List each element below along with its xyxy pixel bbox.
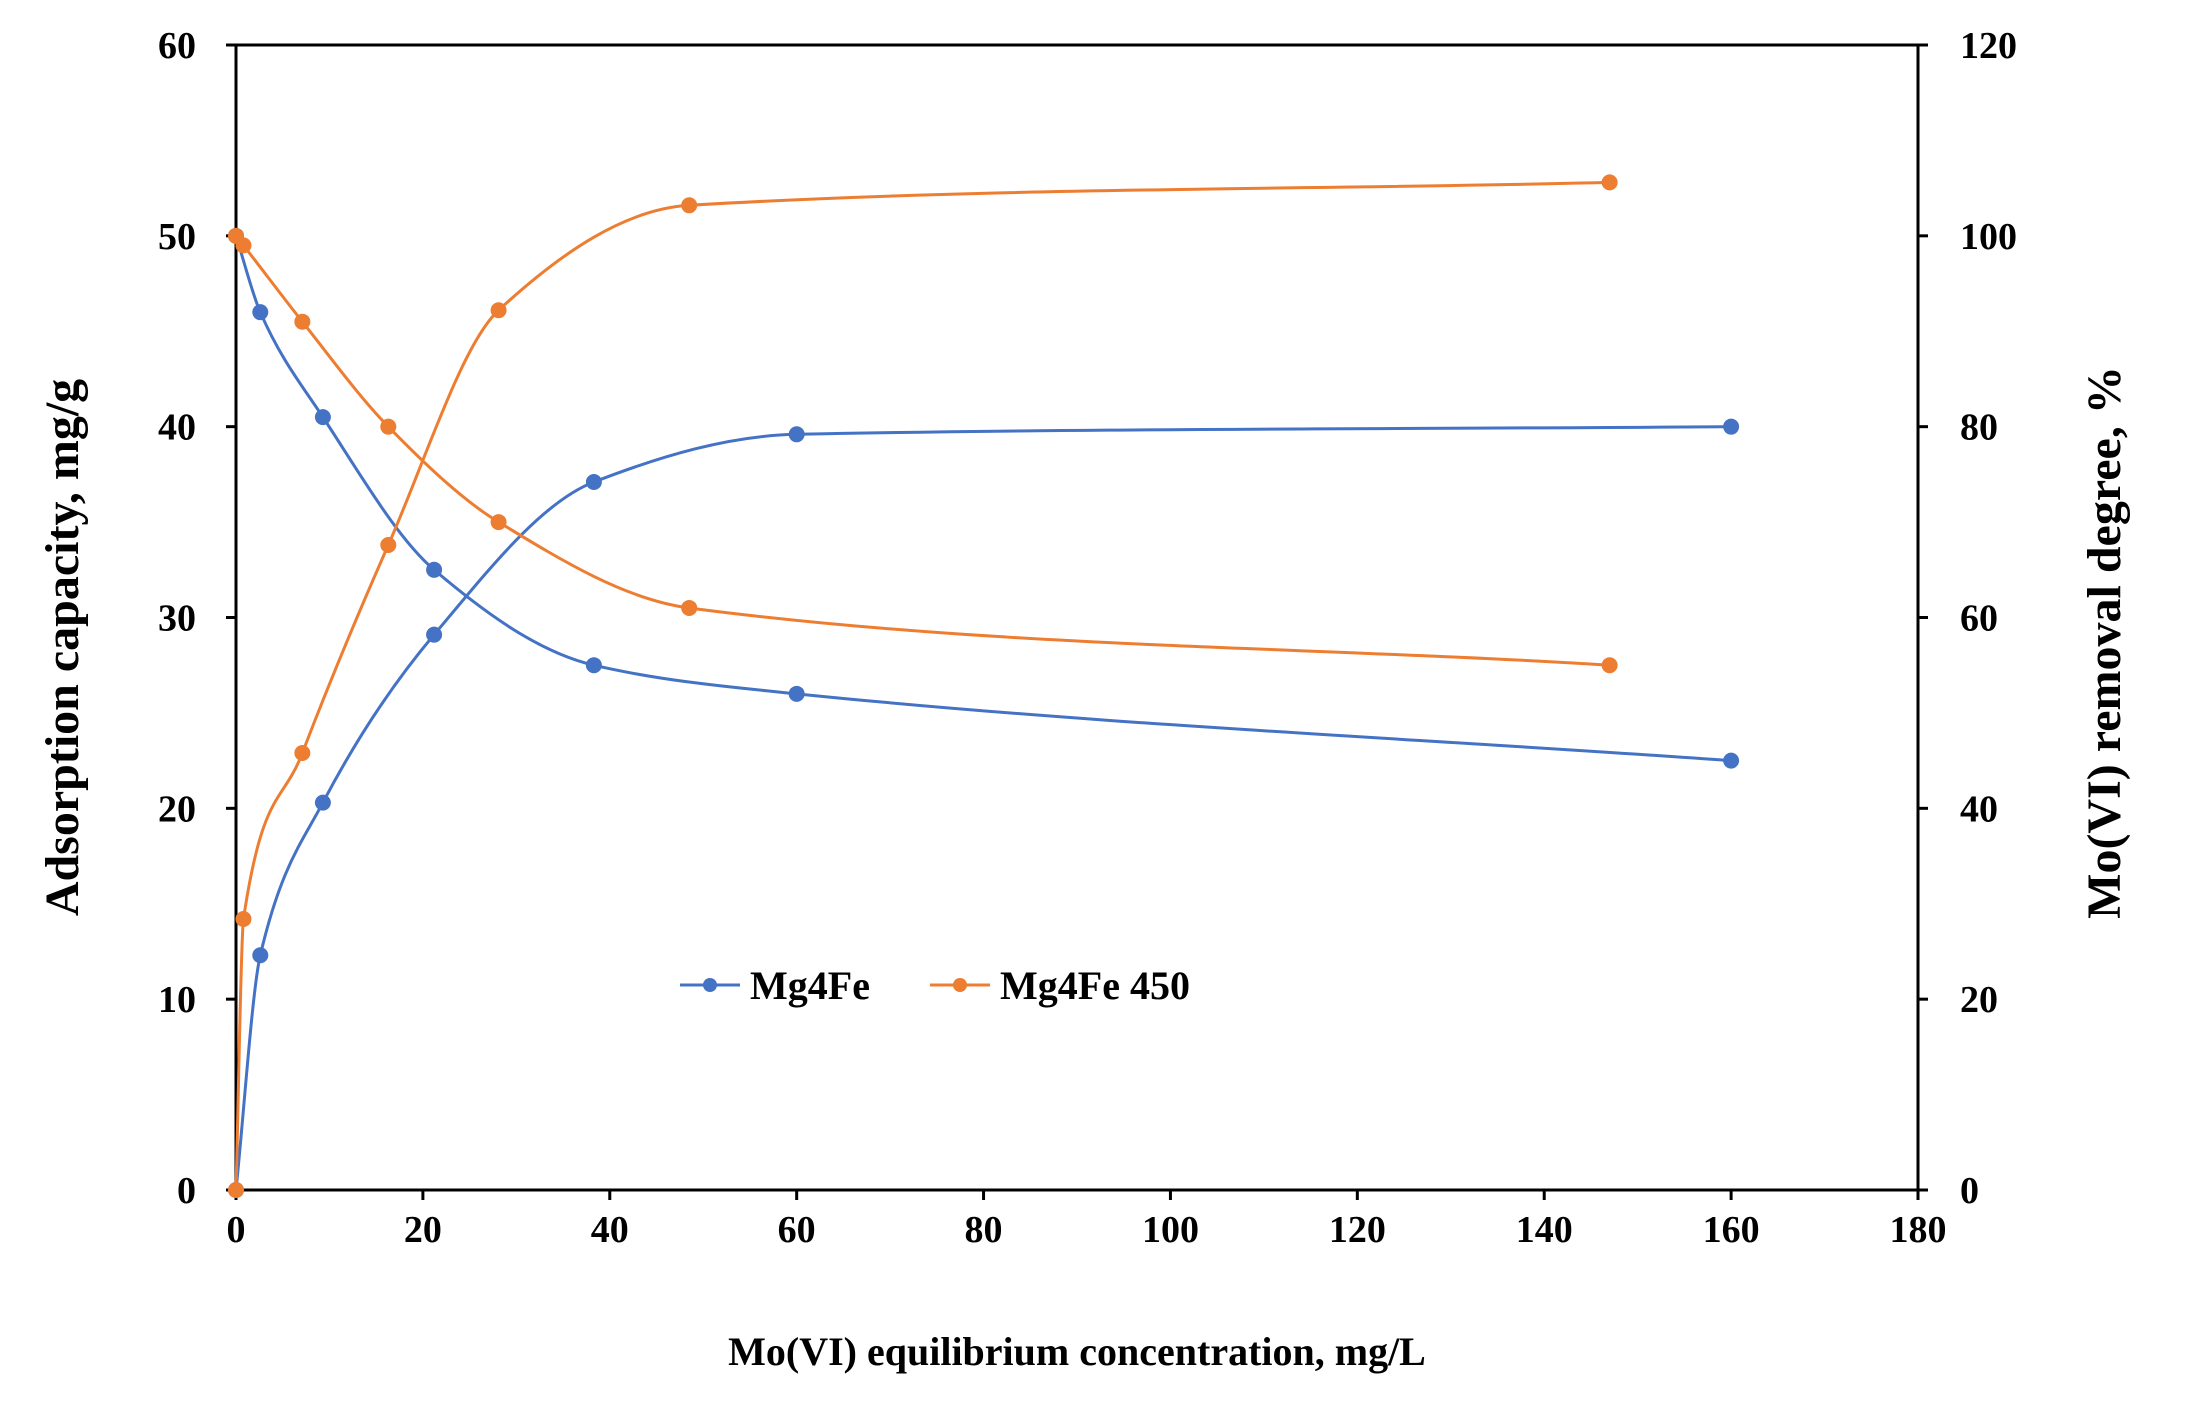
x-tick-label: 80 [965,1209,1003,1251]
data-point-mg4fe-capacity [788,426,805,443]
data-point-mg4fe-removal [788,685,805,702]
data-point-mg4fe-450-capacity [380,536,397,553]
x-tick-label: 40 [591,1209,629,1251]
data-point-mg4fe-450-removal [380,418,397,435]
series-line-mg4fe-450-removal [234,234,1610,667]
data-point-mg4fe-450-removal [681,599,698,616]
series-line-mg4fe-capacity [234,425,1732,1191]
legend-item-mg4fe-450: Mg4Fe 450 [930,963,1190,1008]
legend-label-mg4fe: Mg4Fe [750,963,870,1008]
legend: Mg4Fe Mg4Fe 450 [680,963,1190,1008]
data-point-mg4fe-450-capacity [228,1182,244,1198]
y-right-tick-label: 60 [1960,598,1998,640]
y-right-tick-label: 20 [1960,979,1998,1021]
legend-item-mg4fe: Mg4Fe [680,963,870,1008]
data-point-mg4fe-450-removal [1601,657,1618,674]
y-right-tick-label: 40 [1960,788,1998,830]
data-point-mg4fe-450-capacity [294,744,311,761]
y-right-tick-label: 80 [1960,407,1998,449]
x-tick-label: 160 [1703,1209,1760,1251]
data-point-mg4fe-450-capacity [1601,174,1618,191]
data-point-mg4fe-450-capacity [681,197,698,214]
y-right-tick-label: 100 [1960,216,2017,258]
x-tick-label: 60 [778,1209,816,1251]
legend-marker-mg4fe [703,978,717,992]
legend-marker-mg4fe-450 [953,978,967,992]
data-point-mg4fe-capacity [426,626,443,643]
plot-area [234,43,1920,1192]
series-line-mg4fe-450-capacity [234,180,1610,1191]
y-right-tick-label: 120 [1960,25,2017,67]
data-point-mg4fe-removal [252,304,269,321]
x-tick-label: 100 [1142,1209,1199,1251]
y-left-tick-label: 20 [158,788,196,830]
data-point-mg4fe-removal [426,561,443,578]
x-tick-label: 120 [1329,1209,1386,1251]
y-left-tick-label: 30 [158,598,196,640]
data-point-mg4fe-removal [585,657,602,674]
series-line-mg4fe-removal [234,235,1732,763]
data-point-mg4fe-450-capacity [490,302,507,319]
y-axis-right-title: Mo(VI) removal degree, % [2078,366,2131,919]
x-axis-title: Mo(VI) equilibrium concentration, mg/L [728,1329,1426,1374]
data-point-mg4fe-capacity [1723,418,1740,435]
y-left-tick-label: 10 [158,979,196,1021]
data-point-mg4fe-450-removal [490,514,507,531]
data-point-mg4fe-capacity [585,474,602,491]
data-point-mg4fe-450-removal [235,237,252,254]
series-layer [228,174,1740,1198]
data-point-mg4fe-capacity [314,794,331,811]
y-left-tick-label: 0 [177,1170,196,1212]
data-point-mg4fe-removal [1723,752,1740,769]
y-right-tick-label: 0 [1960,1170,1979,1212]
x-tick-label: 180 [1890,1209,1947,1251]
y-left-tick-label: 60 [158,25,196,67]
data-point-mg4fe-capacity [252,947,269,964]
data-point-mg4fe-450-removal [294,313,311,330]
data-point-mg4fe-removal [314,409,331,426]
y-left-tick-label: 40 [158,407,196,449]
x-tick-label: 0 [227,1209,246,1251]
legend-label-mg4fe-450: Mg4Fe 450 [1000,963,1190,1008]
y-axis-left-title: Adsorption capacity, mg/g [36,379,89,916]
data-point-mg4fe-450-capacity [235,911,252,928]
x-tick-label: 20 [404,1209,442,1251]
ticks-layer: 0 20 40 60 80 100 120 140 160 180 0 10 20 30 40 50 60 0 20… [158,25,2017,1251]
x-tick-label: 140 [1516,1209,1573,1251]
y-left-tick-label: 50 [158,216,196,258]
